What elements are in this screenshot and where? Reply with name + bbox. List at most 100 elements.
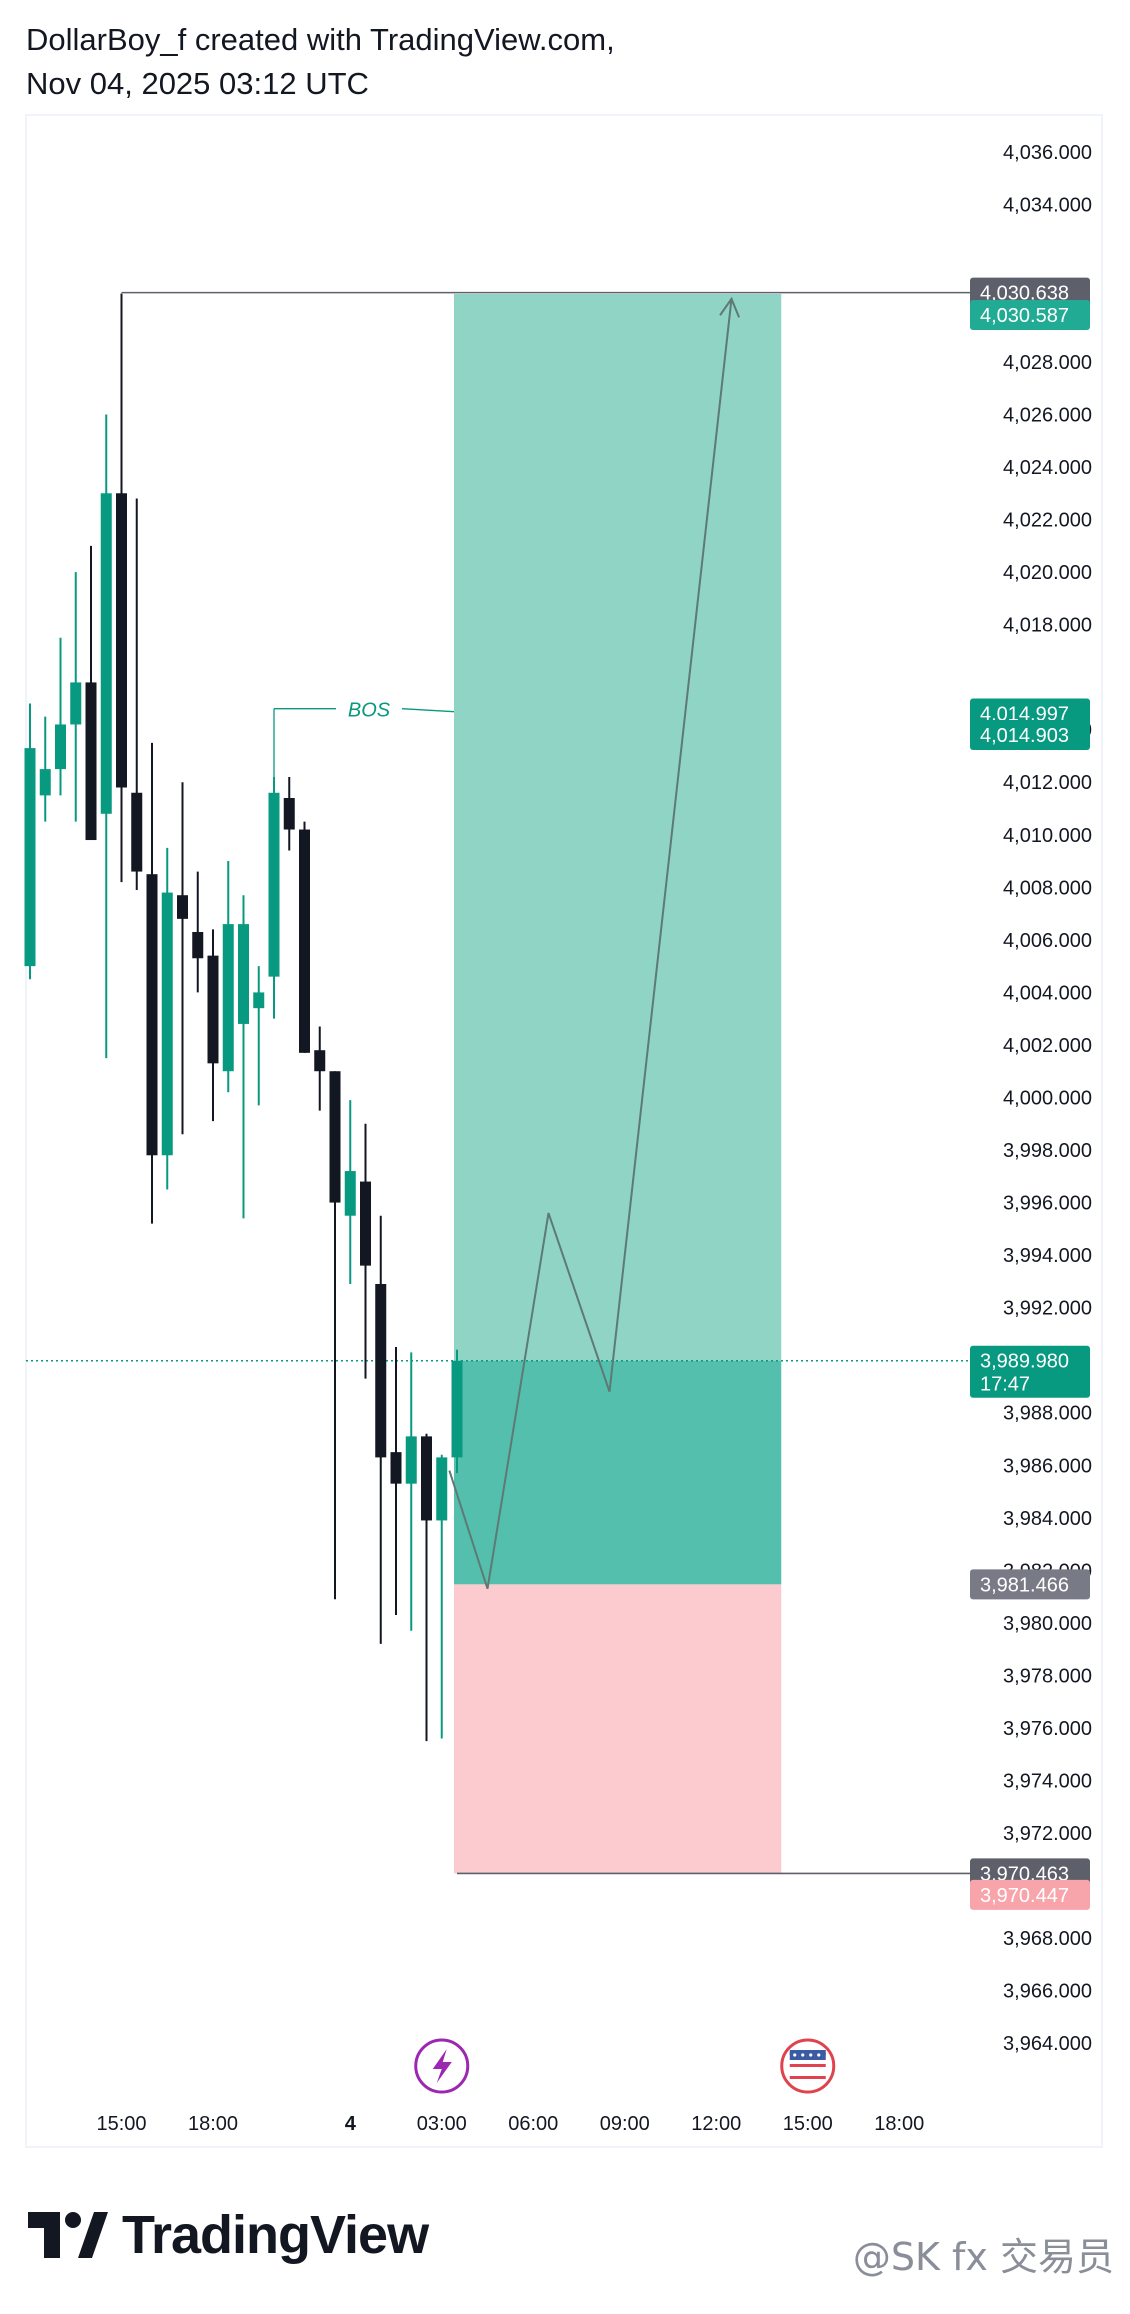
time-tick-label: 18:00 xyxy=(874,2113,924,2135)
price-tick-label: 3,974.000 xyxy=(1003,1771,1092,1793)
candle xyxy=(405,1352,417,1631)
candle-body xyxy=(451,1360,463,1458)
tradingview-logo-icon xyxy=(28,2212,108,2258)
candle xyxy=(85,545,97,841)
candle-body xyxy=(116,493,127,788)
candle-body xyxy=(161,892,173,1156)
candles xyxy=(24,293,463,1742)
price-tick-label: 4,022.000 xyxy=(1003,510,1092,532)
candle-body xyxy=(24,748,36,967)
price-tick-label: 3,992.000 xyxy=(1003,1298,1092,1320)
bos-line-right xyxy=(401,708,455,713)
candle-body xyxy=(238,924,249,1024)
time-tick-label: 15:00 xyxy=(96,2113,146,2135)
price-tick-label: 4,000.000 xyxy=(1003,1087,1092,1109)
candle-body xyxy=(131,792,143,872)
price-label-text: 3,989.980 xyxy=(980,1351,1069,1373)
candle xyxy=(207,929,219,1122)
candle-body xyxy=(405,1436,417,1484)
time-axis[interactable]: 15:00 18:00 4 03:00 06:00 09:00 12:00 15:00 18:0… xyxy=(96,2113,924,2135)
price-tick-label: 3,976.000 xyxy=(1003,1718,1092,1740)
projection-polyline[interactable] xyxy=(448,298,733,1590)
candle xyxy=(24,703,36,980)
price-tick-label: 3,984.000 xyxy=(1003,1508,1092,1530)
price-label: 3,970.447 xyxy=(970,1879,1090,1910)
price-tick-label: 3,994.000 xyxy=(1003,1245,1092,1267)
price-label: 3,981.466 xyxy=(970,1569,1090,1600)
candle xyxy=(161,847,173,1190)
candle-body xyxy=(222,924,234,1072)
candle-body xyxy=(70,682,82,725)
price-label-bg xyxy=(970,299,1090,330)
candle-body xyxy=(390,1452,402,1484)
price-label-bg xyxy=(970,1879,1090,1910)
candle xyxy=(238,895,249,1219)
price-tick-label: 3,988.000 xyxy=(1003,1403,1092,1425)
tradingview-logo: TradingView xyxy=(28,2204,429,2266)
candle-body xyxy=(146,874,158,1156)
candle xyxy=(222,861,234,1093)
candle-body xyxy=(100,493,112,814)
candle-body xyxy=(421,1436,432,1521)
price-tick-label: 4,026.000 xyxy=(1003,404,1092,426)
candle xyxy=(314,1026,326,1111)
candle-body xyxy=(360,1181,371,1266)
candle-body xyxy=(177,895,188,919)
candle-body xyxy=(329,1071,341,1203)
watermark-text: @SK fx 交易员 xyxy=(852,2235,1114,2279)
candle xyxy=(116,293,127,883)
candle-body xyxy=(268,792,280,977)
time-tick-label: 03:00 xyxy=(417,2113,467,2135)
price-label-text: 4,030.587 xyxy=(980,305,1069,327)
price-tick-label: 4,036.000 xyxy=(1003,142,1092,164)
price-label: 4,014.903 xyxy=(970,719,1090,750)
candle-body xyxy=(436,1457,448,1521)
price-axis[interactable]: 3,964.000 3,966.000 3,968.000 3,972.000 3,97… xyxy=(1003,142,1092,2055)
candle xyxy=(329,1071,341,1600)
candle xyxy=(70,572,82,822)
candlestick-chart[interactable]: BOS 3,964.000 3,966.000 3,968.000 3,972.000… xyxy=(0,0,1130,2180)
candle xyxy=(177,782,188,1135)
time-tick-label: 18:00 xyxy=(188,2113,238,2135)
candle-body xyxy=(192,931,204,959)
projection-arrowhead xyxy=(719,296,741,318)
candle xyxy=(451,1349,463,1474)
candle-body xyxy=(299,829,310,1053)
candle-body xyxy=(375,1284,387,1458)
price-label-countdown: 17:47 xyxy=(980,1374,1030,1396)
candle-body xyxy=(253,992,265,1009)
price-tick-label: 4,010.000 xyxy=(1003,825,1092,847)
candle xyxy=(268,776,280,1019)
candle-body xyxy=(55,724,66,770)
price-tick-label: 4,002.000 xyxy=(1003,1035,1092,1057)
target-zone xyxy=(454,293,782,1361)
price-tick-label: 4,024.000 xyxy=(1003,457,1092,479)
candle-body xyxy=(344,1171,356,1216)
time-tick-label: 09:00 xyxy=(600,2113,650,2135)
event-markers[interactable] xyxy=(414,2038,836,2094)
us-flag-event-icon[interactable] xyxy=(780,2038,836,2094)
candle xyxy=(192,871,204,993)
drawing-lines: BOS xyxy=(26,291,972,1875)
price-tick-label: 4,020.000 xyxy=(1003,562,1092,584)
chart-timestamp-line: Nov 04, 2025 03:12 UTC xyxy=(26,66,369,101)
price-label-bg xyxy=(970,719,1090,750)
price-label-text: 3,970.447 xyxy=(980,1885,1069,1907)
candle xyxy=(375,1215,387,1644)
candle xyxy=(299,821,310,1053)
lightning-event-icon[interactable] xyxy=(414,2038,470,2094)
price-tick-label: 4,004.000 xyxy=(1003,982,1092,1004)
bos-label: BOS xyxy=(348,700,391,722)
price-label-bg xyxy=(970,1345,1090,1398)
price-tick-label: 3,980.000 xyxy=(1003,1613,1092,1635)
candle xyxy=(360,1123,371,1379)
price-tick-label: 4,028.000 xyxy=(1003,352,1092,374)
price-tick-label: 3,986.000 xyxy=(1003,1455,1092,1477)
candle xyxy=(131,498,143,890)
candle xyxy=(344,1100,356,1285)
candle xyxy=(146,742,158,1224)
candle xyxy=(253,966,265,1106)
candle-body xyxy=(314,1050,326,1072)
time-tick-label: 06:00 xyxy=(508,2113,558,2135)
